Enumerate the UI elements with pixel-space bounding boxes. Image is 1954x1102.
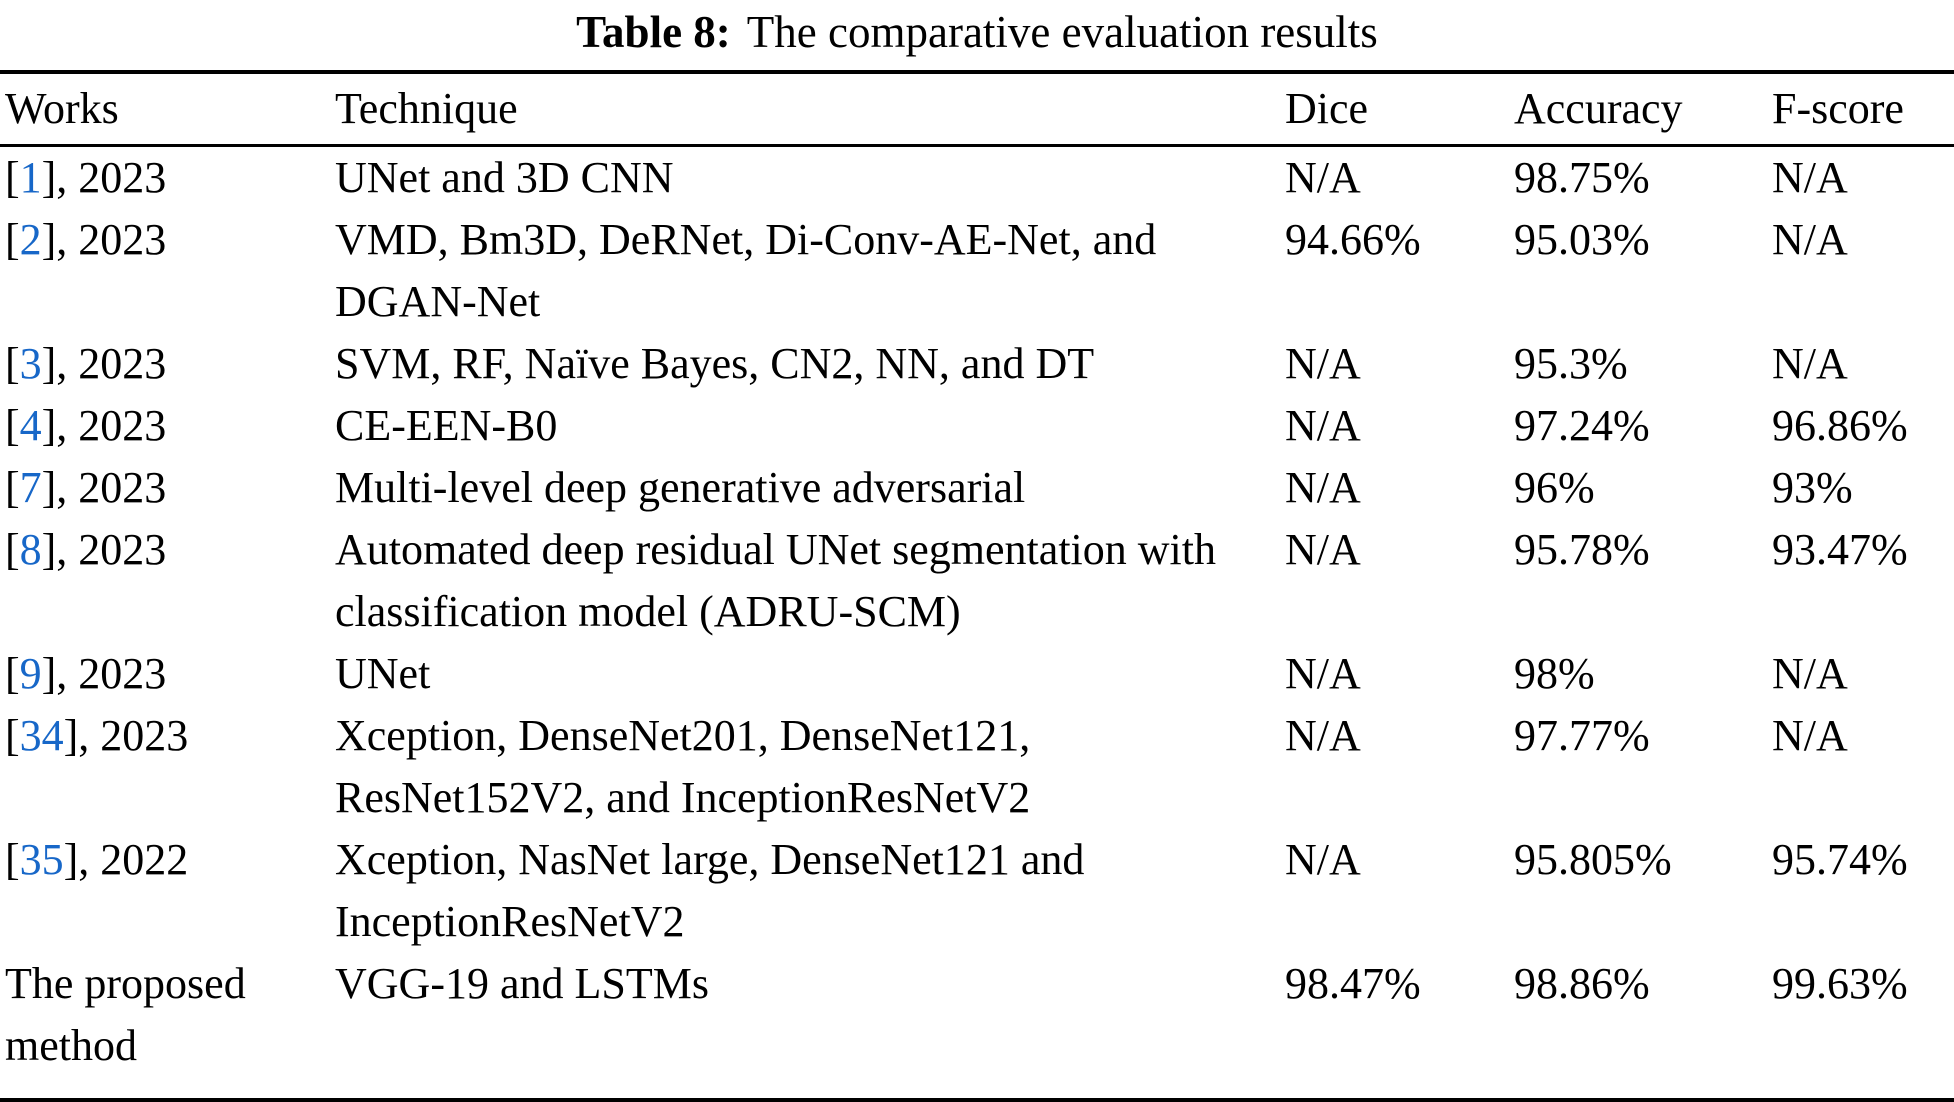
table-row: [34], 2023 Xception, DenseNet201, DenseN… (0, 705, 1954, 829)
table-row: The proposed method VGG-19 and LSTMs 98.… (0, 953, 1954, 1100)
fscore-cell: N/A (1772, 711, 1848, 760)
works-cell: [34], 2023 (5, 711, 189, 760)
header-row: Works Technique Dice Accuracy F-score (0, 72, 1954, 147)
column-header-technique: Technique (335, 72, 1285, 147)
works-cell: [3], 2023 (5, 339, 167, 388)
fscore-cell: N/A (1772, 215, 1848, 264)
technique-cell: UNet and 3D CNN (335, 153, 674, 202)
works-cell: [1], 2023 (5, 153, 167, 202)
fscore-cell: N/A (1772, 649, 1848, 698)
table-row: [3], 2023 SVM, RF, Naïve Bayes, CN2, NN,… (0, 333, 1954, 395)
table-row: [9], 2023 UNet N/A 98% N/A (0, 643, 1954, 705)
technique-cell: Xception, NasNet large, DenseNet121 and … (335, 835, 1085, 946)
accuracy-cell: 97.24% (1514, 401, 1650, 450)
caption-text: The comparative evaluation results (746, 7, 1378, 57)
dice-cell: N/A (1285, 463, 1361, 512)
fscore-cell: 93.47% (1772, 525, 1908, 574)
citation-link[interactable]: 35 (19, 835, 64, 884)
dice-cell: N/A (1285, 153, 1361, 202)
accuracy-cell: 98.75% (1514, 153, 1650, 202)
column-header-dice: Dice (1285, 72, 1514, 147)
table-caption: Table 8: The comparative evaluation resul… (0, 4, 1954, 60)
technique-cell: CE-EEN-B0 (335, 401, 558, 450)
works-cell: [7], 2023 (5, 463, 167, 512)
fscore-cell: N/A (1772, 339, 1848, 388)
technique-cell: Automated deep residual UNet segmentatio… (335, 525, 1216, 636)
accuracy-cell: 96% (1514, 463, 1595, 512)
fscore-cell: 96.86% (1772, 401, 1908, 450)
table-header: Works Technique Dice Accuracy F-score (0, 72, 1954, 147)
fscore-cell: 93% (1772, 463, 1853, 512)
table-row: [8], 2023 Automated deep residual UNet s… (0, 519, 1954, 643)
fscore-cell: 95.74% (1772, 835, 1908, 884)
technique-cell: VMD, Bm3D, DeRNet, Di-Conv-AE-Net, and D… (335, 215, 1157, 326)
technique-cell: Multi-level deep generative adversarial (335, 463, 1026, 512)
column-header-works: Works (0, 72, 335, 147)
works-cell: [9], 2023 (5, 649, 167, 698)
citation-link[interactable]: 1 (19, 153, 42, 202)
citation-link[interactable]: 7 (19, 463, 42, 512)
dice-cell: 94.66% (1285, 215, 1421, 264)
accuracy-cell: 95.3% (1514, 339, 1628, 388)
works-cell: [35], 2022 (5, 835, 189, 884)
accuracy-cell: 97.77% (1514, 711, 1650, 760)
citation-link[interactable]: 8 (19, 525, 42, 574)
works-cell: [8], 2023 (5, 525, 167, 574)
dice-cell: N/A (1285, 525, 1361, 574)
fscore-cell: N/A (1772, 153, 1848, 202)
technique-cell: UNet (335, 649, 431, 698)
works-cell: The proposed method (5, 959, 246, 1070)
accuracy-cell: 95.03% (1514, 215, 1650, 264)
works-cell: [4], 2023 (5, 401, 167, 450)
table-row: [4], 2023 CE-EEN-B0 N/A 97.24% 96.86% (0, 395, 1954, 457)
results-table-body: [1], 2023 UNet and 3D CNN N/A 98.75% N/A… (0, 146, 1954, 1101)
table-row: [7], 2023 Multi-level deep generative ad… (0, 457, 1954, 519)
caption-label: Table 8: (576, 7, 731, 57)
table-row: [1], 2023 UNet and 3D CNN N/A 98.75% N/A (0, 146, 1954, 210)
technique-cell: Xception, DenseNet201, DenseNet121, ResN… (335, 711, 1031, 822)
dice-cell: N/A (1285, 339, 1361, 388)
technique-cell: SVM, RF, Naïve Bayes, CN2, NN, and DT (335, 339, 1095, 388)
fscore-cell: 99.63% (1772, 959, 1908, 1008)
dice-cell: N/A (1285, 835, 1361, 884)
table-row: [35], 2022 Xception, NasNet large, Dense… (0, 829, 1954, 953)
citation-link[interactable]: 34 (19, 711, 64, 760)
technique-cell: VGG-19 and LSTMs (335, 959, 709, 1008)
citation-link[interactable]: 4 (19, 401, 42, 450)
column-header-accuracy: Accuracy (1514, 72, 1772, 147)
results-table: Works Technique Dice Accuracy F-score [1… (0, 70, 1954, 1102)
column-header-fscore: F-score (1772, 72, 1954, 147)
table-row: [2], 2023 VMD, Bm3D, DeRNet, Di-Conv-AE-… (0, 209, 1954, 333)
works-cell: [2], 2023 (5, 215, 167, 264)
accuracy-cell: 98% (1514, 649, 1595, 698)
dice-cell: N/A (1285, 649, 1361, 698)
accuracy-cell: 98.86% (1514, 959, 1650, 1008)
accuracy-cell: 95.78% (1514, 525, 1650, 574)
citation-link[interactable]: 9 (19, 649, 42, 698)
dice-cell: 98.47% (1285, 959, 1421, 1008)
accuracy-cell: 95.805% (1514, 835, 1672, 884)
citation-link[interactable]: 2 (19, 215, 42, 264)
dice-cell: N/A (1285, 401, 1361, 450)
dice-cell: N/A (1285, 711, 1361, 760)
citation-link[interactable]: 3 (19, 339, 42, 388)
